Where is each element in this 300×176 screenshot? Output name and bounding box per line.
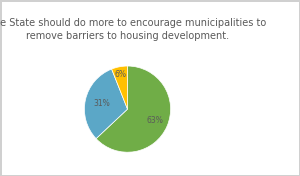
Wedge shape <box>96 66 171 152</box>
Text: 6%: 6% <box>115 70 127 79</box>
Wedge shape <box>84 69 128 139</box>
Title: The State should do more to encourage municipalities to
remove barriers to housi: The State should do more to encourage mu… <box>0 18 267 41</box>
Wedge shape <box>112 66 127 109</box>
Text: 63%: 63% <box>146 116 163 125</box>
Text: 31%: 31% <box>93 99 110 108</box>
